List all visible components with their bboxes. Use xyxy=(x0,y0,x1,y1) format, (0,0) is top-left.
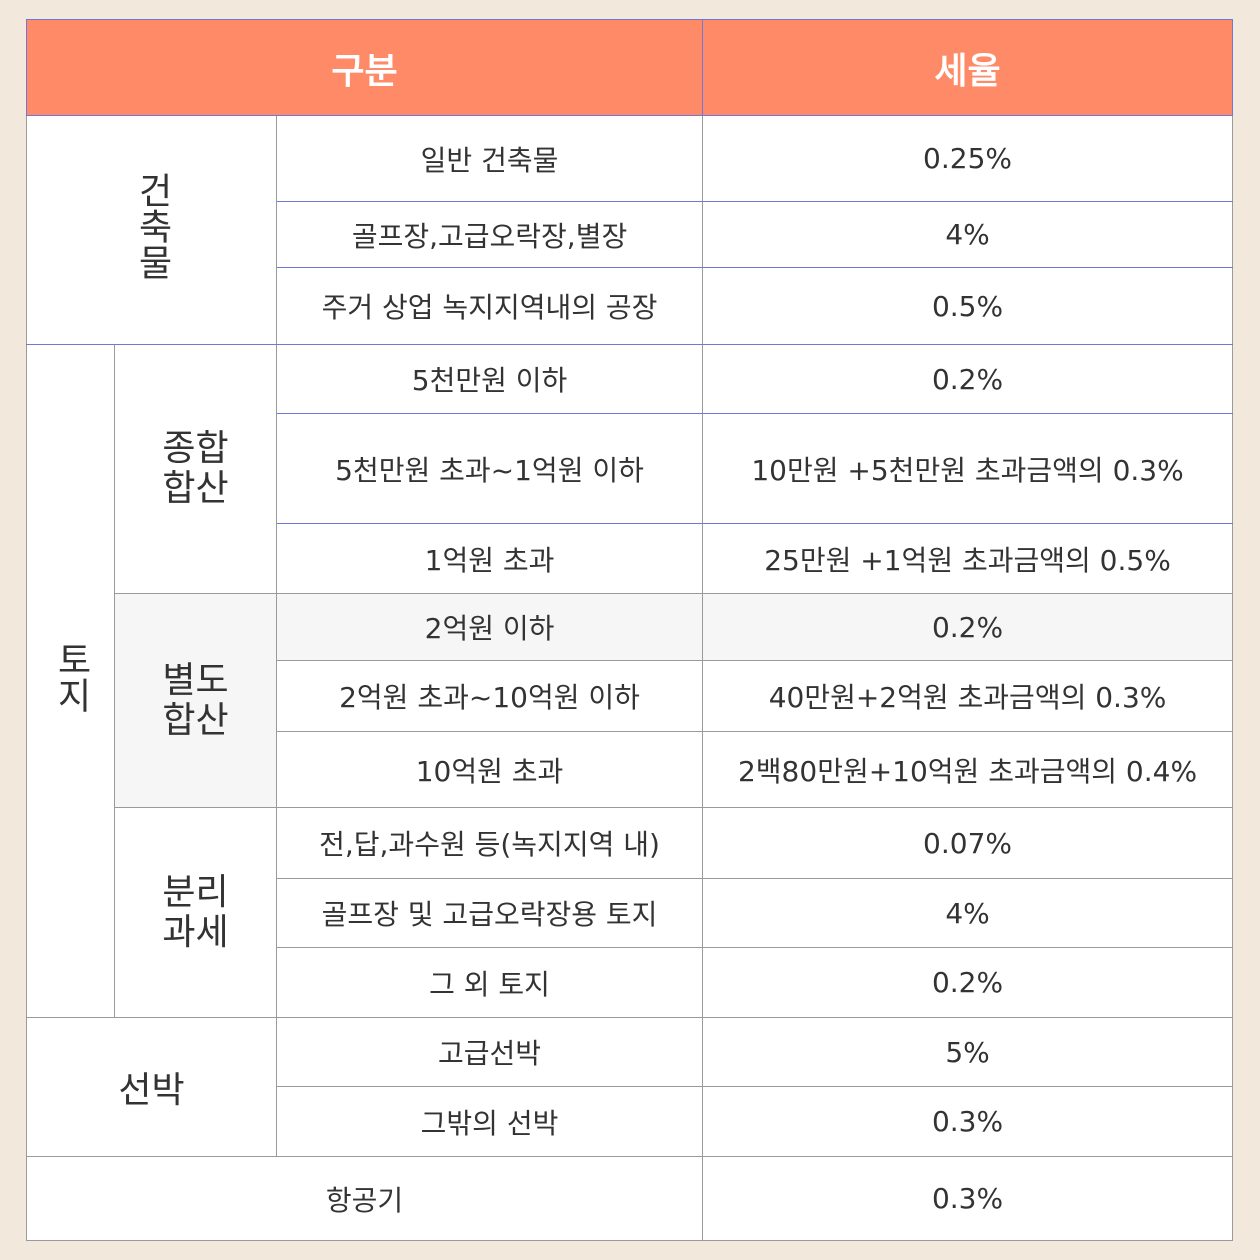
row-rate: 5% xyxy=(702,1017,1234,1087)
table-row: 건축물 일반 건축물 0.25% xyxy=(26,115,1234,345)
row-desc: 2억원 초과~10억원 이하 xyxy=(275,660,704,732)
category-land: 토지 xyxy=(26,344,115,1018)
row-desc: 전,답,과수원 등(녹지지역 내) xyxy=(275,807,704,879)
table-row: 골프장,고급오락장,별장 4% xyxy=(27,201,1234,268)
row-desc: 5천만원 이하 xyxy=(275,344,704,414)
row-desc: 주거 상업 녹지지역내의 공장 xyxy=(275,267,704,345)
table-row: 별도 합산 2억원 이하 0.2% xyxy=(27,593,1234,808)
row-rate: 10만원 +5천만원 초과금액의 0.3% xyxy=(702,413,1234,524)
table-row: 항공기 0.3% xyxy=(25,1156,1234,1241)
subcategory-comprehensive: 종합 합산 xyxy=(114,344,277,594)
table-row: 골프장 및 고급오락장용 토지 4% xyxy=(27,878,1234,948)
row-rate: 0.25% xyxy=(702,115,1234,202)
table-row: 토지 종합 합산 5천만원 이하 0.2% xyxy=(26,344,1234,1018)
row-rate: 4% xyxy=(702,878,1234,948)
row-desc: 2억원 이하 xyxy=(275,593,704,661)
header-row: 구분 세율 xyxy=(25,19,1234,116)
tax-rate-table-container: 구분 세율 건축물 일반 건축물 0.25% 골프장,고급오락장,별장 4% 주… xyxy=(25,19,1234,1241)
row-rate: 0.2% xyxy=(702,593,1234,661)
row-rate: 0.3% xyxy=(702,1086,1234,1157)
row-rate: 0.2% xyxy=(702,947,1234,1018)
category-aircraft: 항공기 xyxy=(25,1156,704,1241)
row-desc: 1억원 초과 xyxy=(275,523,704,594)
subcategory-separate-line2: 합산 xyxy=(162,699,229,741)
subcategory-comprehensive-line2: 합산 xyxy=(162,468,229,509)
header-rate: 세율 xyxy=(702,19,1234,116)
subcategory-comprehensive-line1: 종합 xyxy=(162,428,229,469)
row-rate: 25만원 +1억원 초과금액의 0.5% xyxy=(702,523,1234,594)
header-category: 구분 xyxy=(25,19,704,116)
row-rate: 0.5% xyxy=(702,267,1234,345)
table-row: 10억원 초과 2백80만원+10억원 초과금액의 0.4% xyxy=(27,731,1234,808)
table-row: 선박 고급선박 5% xyxy=(26,1017,1234,1157)
row-rate: 0.07% xyxy=(702,807,1234,879)
row-desc: 그밖의 선박 xyxy=(275,1086,704,1157)
tax-rate-table: 구분 세율 건축물 일반 건축물 0.25% 골프장,고급오락장,별장 4% 주… xyxy=(25,19,1234,1241)
row-desc: 10억원 초과 xyxy=(275,731,704,808)
row-desc: 그 외 토지 xyxy=(275,947,704,1018)
table-row: 2억원 초과~10억원 이하 40만원+2억원 초과금액의 0.3% xyxy=(27,660,1234,732)
table-row: 그밖의 선박 0.3% xyxy=(27,1086,1234,1157)
table-row: 분리 과세 전,답,과수원 등(녹지지역 내) 0.07% xyxy=(27,807,1234,1018)
subcategory-separate: 별도 합산 xyxy=(114,593,277,808)
subcategory-separate-line1: 별도 xyxy=(162,659,229,701)
category-building-label: 건축물 xyxy=(131,171,173,280)
row-desc: 5천만원 초과~1억원 이하 xyxy=(275,413,704,524)
row-desc: 고급선박 xyxy=(275,1017,704,1087)
table-row: 그 외 토지 0.2% xyxy=(27,947,1234,1018)
subcategory-isolated: 분리 과세 xyxy=(114,807,277,1018)
subcategory-isolated-line2: 과세 xyxy=(162,911,229,953)
category-land-label: 토지 xyxy=(50,640,92,713)
row-desc: 일반 건축물 xyxy=(275,115,704,202)
row-desc: 골프장,고급오락장,별장 xyxy=(275,201,704,268)
row-rate: 2백80만원+10억원 초과금액의 0.4% xyxy=(702,731,1234,808)
category-ship: 선박 xyxy=(26,1017,277,1157)
row-desc: 골프장 및 고급오락장용 토지 xyxy=(275,878,704,948)
row-rate: 4% xyxy=(702,201,1234,268)
table-row: 5천만원 초과~1억원 이하 10만원 +5천만원 초과금액의 0.3% xyxy=(27,413,1234,524)
subcategory-isolated-line1: 분리 xyxy=(162,871,229,913)
category-building: 건축물 xyxy=(26,115,277,345)
row-rate: 0.2% xyxy=(702,344,1234,414)
row-rate: 40만원+2억원 초과금액의 0.3% xyxy=(702,660,1234,732)
row-rate: 0.3% xyxy=(702,1156,1234,1241)
